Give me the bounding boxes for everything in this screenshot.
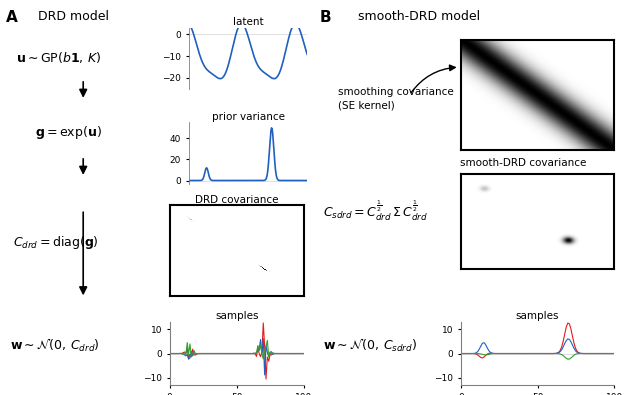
Text: $\mathbf{u} \sim \mathrm{GP}(b\mathbf{1},\,K)$: $\mathbf{u} \sim \mathrm{GP}(b\mathbf{1}…	[16, 50, 101, 65]
Text: DRD model: DRD model	[38, 10, 109, 23]
Title: samples: samples	[215, 311, 259, 321]
Text: $\mathbf{w} \sim \mathcal{N}(0,\,C_{sdrd})$: $\mathbf{w} \sim \mathcal{N}(0,\,C_{sdrd…	[323, 337, 417, 354]
Text: $C_{sdrd} = C_{drd}^{\frac{1}{2}}\,\Sigma\,C_{drd}^{\frac{1}{2}}$: $C_{sdrd} = C_{drd}^{\frac{1}{2}}\,\Sigm…	[323, 199, 428, 224]
Text: $\mathbf{g} = \exp(\mathbf{u})$: $\mathbf{g} = \exp(\mathbf{u})$	[35, 124, 102, 141]
Title: prior variance: prior variance	[211, 112, 285, 122]
Title: samples: samples	[516, 311, 559, 321]
Title: latent: latent	[233, 17, 263, 27]
Text: B: B	[320, 10, 332, 25]
Text: $C_{drd} = \mathrm{diag}(\mathbf{g})$: $C_{drd} = \mathrm{diag}(\mathbf{g})$	[13, 234, 99, 252]
Text: smooth-DRD model: smooth-DRD model	[358, 10, 481, 23]
Text: smooth-DRD covariance: smooth-DRD covariance	[460, 158, 586, 168]
Title: DRD covariance: DRD covariance	[195, 195, 278, 205]
Text: $\mathbf{w} \sim \mathcal{N}(0,\,C_{drd})$: $\mathbf{w} \sim \mathcal{N}(0,\,C_{drd}…	[10, 337, 99, 354]
Text: smoothing covariance
(SE kernel): smoothing covariance (SE kernel)	[338, 87, 454, 111]
Text: A: A	[6, 10, 18, 25]
